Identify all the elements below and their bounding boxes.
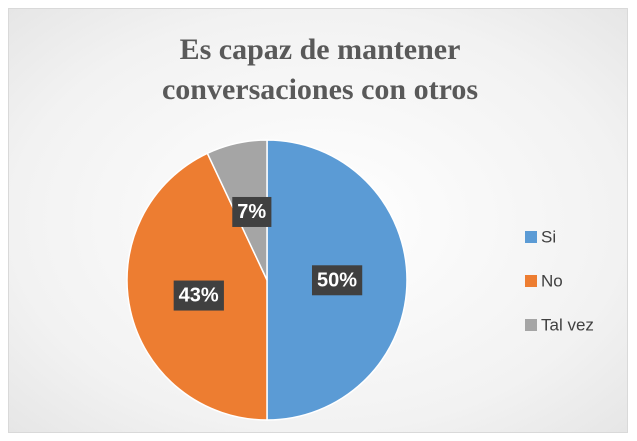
chart-title: Es capaz de mantener conversaciones con … bbox=[161, 33, 479, 106]
legend-swatch bbox=[525, 319, 537, 331]
data-label: 7% bbox=[237, 201, 266, 223]
data-label-box bbox=[173, 280, 224, 311]
data-label: 50% bbox=[317, 269, 357, 291]
data-label-box bbox=[311, 265, 363, 296]
data-label: 43% bbox=[179, 285, 219, 307]
legend-label: No bbox=[541, 271, 563, 290]
legend-label: Si bbox=[541, 227, 556, 246]
legend-swatch bbox=[525, 275, 537, 287]
data-label-box bbox=[232, 196, 272, 227]
legend-swatch bbox=[525, 231, 537, 243]
legend-label: Tal vez bbox=[541, 315, 594, 334]
